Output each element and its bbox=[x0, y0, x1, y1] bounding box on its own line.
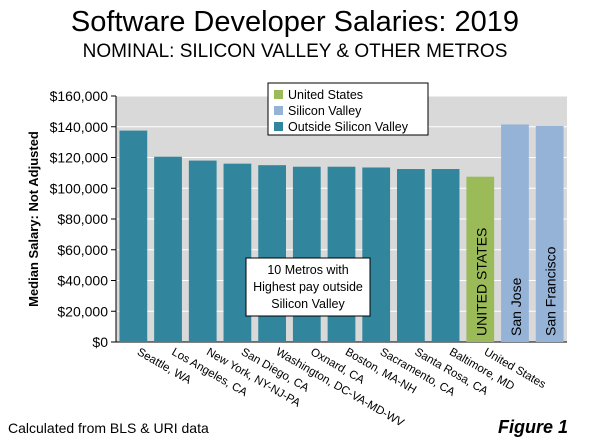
annotation-text: Highest pay outside bbox=[253, 280, 363, 294]
bar bbox=[397, 169, 425, 342]
bar bbox=[119, 130, 148, 342]
bar bbox=[188, 160, 217, 342]
legend-swatch bbox=[274, 106, 283, 115]
y-tick-label: $160,000 bbox=[50, 88, 109, 104]
legend-label: Silicon Valley bbox=[288, 104, 362, 118]
y-tick-label: $80,000 bbox=[57, 211, 108, 227]
annotation-text: Silicon Valley bbox=[271, 297, 345, 311]
in-bar-label: San Jose bbox=[508, 277, 524, 336]
in-bar-label: San Francisco bbox=[543, 246, 559, 336]
y-tick-label: $60,000 bbox=[57, 242, 108, 258]
y-tick-label: $140,000 bbox=[50, 119, 109, 135]
legend-box bbox=[267, 82, 429, 136]
chart-subtitle: NOMINAL: SILICON VALLEY & OTHER METROS bbox=[82, 41, 508, 62]
in-bar-label: UNITED STATES bbox=[473, 228, 489, 336]
legend-label: United States bbox=[288, 88, 363, 102]
bar bbox=[431, 169, 460, 342]
bar bbox=[466, 176, 495, 342]
bar bbox=[535, 125, 564, 342]
chart-title: Software Developer Salaries: 2019 bbox=[70, 6, 520, 38]
annotation-text: 10 Metros with bbox=[267, 263, 348, 277]
bar bbox=[501, 124, 529, 342]
legend-label: Outside Silicon Valley bbox=[288, 120, 409, 134]
figure-label: Figure 1 bbox=[497, 417, 568, 437]
bar bbox=[154, 156, 182, 342]
y-tick-label: $20,000 bbox=[57, 303, 108, 319]
source-footnote: Calculated from BLS & URI data bbox=[8, 420, 209, 436]
legend-swatch bbox=[274, 90, 283, 99]
y-axis-label: Median Salary: Not Adjusted bbox=[26, 131, 41, 307]
annotation-box bbox=[245, 257, 371, 317]
y-tick-label: $100,000 bbox=[50, 180, 109, 196]
y-tick-label: $40,000 bbox=[57, 273, 108, 289]
y-tick-label: $120,000 bbox=[50, 150, 109, 166]
y-tick-label: $0 bbox=[92, 334, 108, 350]
legend-swatch bbox=[274, 122, 283, 131]
